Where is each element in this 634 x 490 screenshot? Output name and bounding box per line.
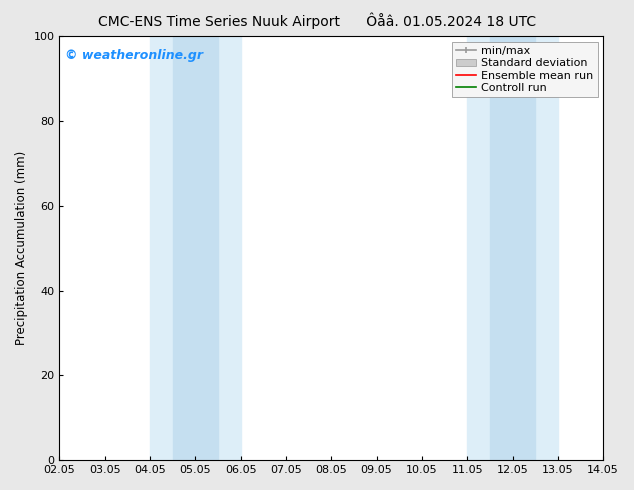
Bar (467, 36, 558, 460)
Bar (150, 36, 241, 460)
Bar (172, 36, 218, 460)
Text: CMC-ENS Time Series Nuuk Airport      Ôåâ. 01.05.2024 18 UTC: CMC-ENS Time Series Nuuk Airport Ôåâ. 01… (98, 12, 536, 29)
Text: © weatheronline.gr: © weatheronline.gr (65, 49, 203, 62)
Bar (490, 36, 535, 460)
Y-axis label: Precipitation Accumulation (mm): Precipitation Accumulation (mm) (15, 151, 28, 345)
Legend: min/max, Standard deviation, Ensemble mean run, Controll run: min/max, Standard deviation, Ensemble me… (452, 42, 598, 97)
